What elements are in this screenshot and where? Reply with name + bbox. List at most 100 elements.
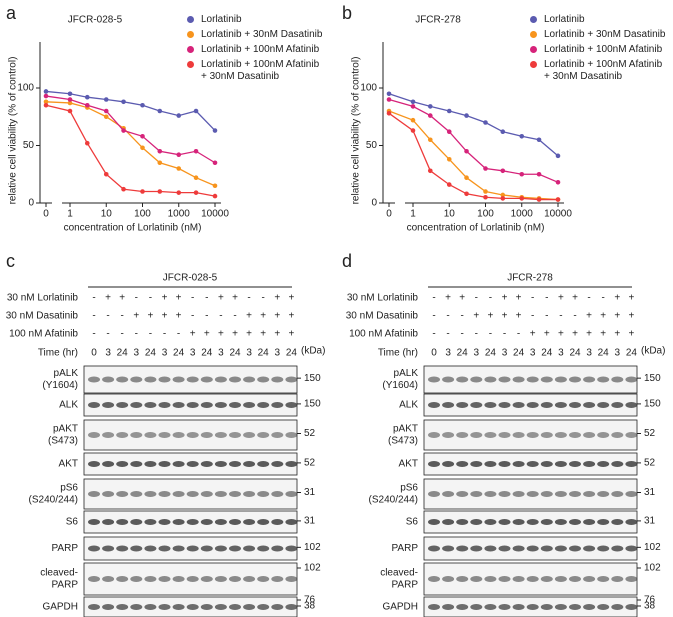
treatment-sign: + — [614, 311, 620, 322]
band — [200, 545, 213, 552]
treatment-sign: - — [205, 311, 208, 322]
band — [243, 545, 256, 552]
treatment-sign: + — [176, 293, 182, 304]
data-point — [464, 175, 469, 180]
marker-label: 38 — [644, 601, 656, 612]
panel-letter: b — [342, 3, 352, 23]
marker-label: 102 — [304, 542, 321, 553]
marker-label: 102 — [644, 542, 661, 553]
time-value: 3 — [162, 348, 168, 359]
band — [243, 461, 256, 467]
band — [554, 545, 567, 552]
series-line — [388, 98, 559, 183]
time-value: 24 — [457, 348, 469, 359]
treatment-label: 100 nM Afatinib — [9, 329, 78, 340]
treatment-sign: + — [445, 293, 451, 304]
band — [214, 402, 227, 408]
row-label: PARP — [392, 580, 419, 591]
treatment-sign: + — [586, 329, 592, 340]
band — [271, 519, 284, 525]
band — [88, 376, 100, 383]
band — [116, 545, 129, 552]
marker-label: 150 — [304, 373, 321, 384]
band — [442, 604, 455, 610]
data-point — [483, 189, 488, 194]
band — [625, 491, 638, 497]
band — [229, 432, 241, 438]
band — [526, 402, 539, 408]
band — [257, 376, 270, 383]
band — [540, 545, 553, 552]
treatment-sign: - — [92, 311, 95, 322]
band — [597, 376, 610, 383]
band — [116, 519, 129, 525]
marker-label: 38 — [304, 601, 316, 612]
data-point — [555, 153, 561, 159]
band — [554, 402, 567, 408]
band — [625, 604, 638, 610]
band — [484, 402, 497, 408]
band — [102, 604, 115, 610]
band — [498, 576, 511, 582]
band — [512, 576, 525, 582]
band — [130, 604, 143, 610]
legend-label: Lorlatinib — [544, 14, 585, 25]
data-point — [43, 102, 49, 108]
band — [484, 576, 497, 582]
marker-label: 102 — [644, 563, 661, 574]
treatment-sign: - — [432, 311, 435, 322]
data-point — [193, 108, 199, 114]
band — [540, 491, 553, 497]
band — [229, 491, 241, 497]
band — [498, 491, 511, 497]
band — [88, 461, 100, 467]
band — [229, 402, 241, 408]
time-value: 3 — [615, 348, 621, 359]
legend-label: Lorlatinib + 30nM Dasatinib — [201, 29, 323, 40]
band — [102, 376, 115, 383]
time-value: 24 — [145, 348, 157, 359]
legend-entry: Lorlatinib + 100nM Afatinib + 30nM Dasat… — [530, 59, 670, 83]
treatment-sign: + — [473, 311, 479, 322]
band — [526, 519, 539, 525]
marker-label: 31 — [644, 487, 656, 498]
treatment-sign: - — [106, 311, 109, 322]
x-tick-label: 100 — [134, 209, 151, 220]
band — [200, 519, 213, 525]
data-point — [103, 97, 109, 102]
legend-entry: Lorlatinib + 100nM Afatinib + 30nM Dasat… — [187, 59, 327, 83]
treatment-sign: + — [614, 293, 620, 304]
band — [470, 604, 483, 610]
band — [512, 402, 525, 408]
panel-letter: a — [6, 3, 17, 23]
time-value: 24 — [286, 348, 298, 359]
treatment-sign: - — [233, 311, 236, 322]
band — [498, 432, 511, 438]
band — [611, 461, 624, 467]
data-point — [67, 91, 73, 97]
band — [470, 545, 483, 552]
row-label: pS6 — [400, 483, 418, 494]
row-label: (Y1604) — [382, 380, 418, 391]
legend-marker — [187, 46, 194, 53]
data-point — [536, 171, 542, 177]
band — [512, 376, 525, 383]
marker-label: 52 — [304, 428, 316, 439]
band — [526, 604, 539, 610]
band — [88, 491, 100, 497]
treatment-sign: + — [558, 329, 564, 340]
band — [569, 461, 581, 467]
treatment-sign: - — [205, 293, 208, 304]
treatment-sign: - — [503, 329, 506, 340]
marker-label: 52 — [644, 458, 656, 469]
x-tick-label: 1000 — [168, 209, 191, 220]
band — [484, 491, 497, 497]
data-point — [427, 168, 433, 174]
band — [442, 545, 455, 552]
treatment-sign: + — [628, 293, 634, 304]
band — [583, 376, 596, 383]
treatment-sign: - — [106, 329, 109, 340]
band — [144, 402, 157, 408]
treatment-sign: + — [544, 329, 550, 340]
data-point — [140, 189, 145, 194]
